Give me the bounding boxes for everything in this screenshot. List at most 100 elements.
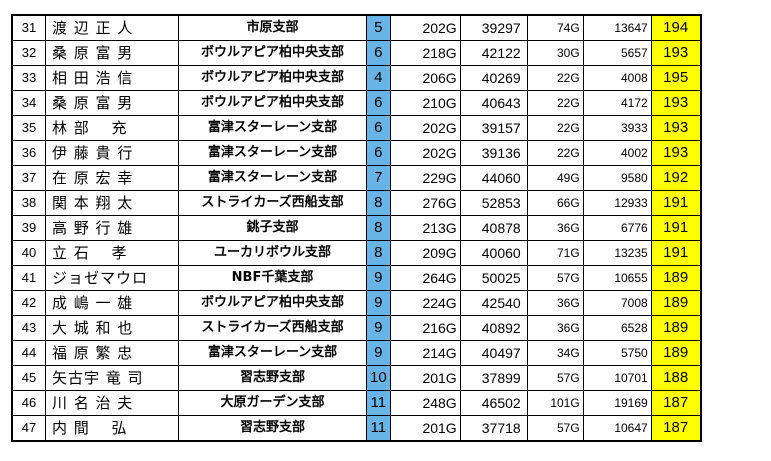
games-count: 216G (389, 315, 461, 341)
rank-cell: 11 (366, 415, 391, 442)
extra-games: 71G (526, 240, 584, 266)
average-cell: 189 (650, 315, 702, 341)
row-number: 33 (11, 65, 46, 91)
rank-cell: 8 (366, 215, 391, 241)
extra-pins: 5657 (582, 40, 652, 66)
average-cell: 193 (650, 115, 702, 141)
row-number: 35 (11, 115, 46, 141)
total-pins: 40643 (459, 90, 528, 116)
average-cell: 188 (650, 365, 702, 391)
branch-name: ボウルアピア柏中央支部 (178, 290, 367, 316)
extra-games: 74G (526, 14, 584, 41)
games-count: 213G (389, 215, 461, 241)
games-count: 248G (389, 390, 461, 416)
player-name: 立 石 孝 (45, 240, 179, 266)
branch-name: ボウルアピア柏中央支部 (178, 90, 367, 116)
extra-games: 101G (526, 390, 584, 416)
row-number: 32 (11, 40, 46, 66)
extra-pins: 6776 (582, 215, 652, 241)
branch-name: 富津スターレーン支部 (178, 340, 367, 366)
ranking-table: 31 渡 辺 正 人市原支部 5 202G 39297 74G 13647 194 32 桑 原 … (11, 14, 702, 442)
extra-pins: 4002 (582, 140, 652, 166)
extra-pins: 6528 (582, 315, 652, 341)
table-row: 31 渡 辺 正 人市原支部 5 202G 39297 74G 13647 194 (11, 14, 702, 41)
rank-cell: 9 (366, 265, 391, 291)
games-count: 201G (389, 365, 461, 391)
games-count: 214G (389, 340, 461, 366)
branch-name: 大原ガーデン支部 (178, 390, 367, 416)
average-cell: 187 (650, 390, 702, 416)
table-row: 46 川 名 治 夫大原ガーデン支部 11 248G 46502 101G 19169 187 (11, 390, 702, 416)
table-row: 40 立 石 孝ユーカリボウル支部 8 209G 40060 71G 13235 191 (11, 240, 702, 266)
table-row: 41 ジョゼマウロ NBF千葉支部 9 264G 50025 57G 10655 189 (11, 265, 702, 291)
row-number: 46 (11, 390, 46, 416)
rank-cell: 5 (366, 14, 391, 41)
total-pins: 40269 (459, 65, 528, 91)
table-row: 32 桑 原 富 男ボウルアピア柏中央支部 6 218G 42122 30G 5657 193 (11, 40, 702, 66)
branch-name: 市原支部 (178, 14, 367, 41)
average-cell: 193 (650, 90, 702, 116)
extra-games: 30G (526, 40, 584, 66)
average-cell: 189 (650, 290, 702, 316)
table-row: 33 相 田 浩 信ボウルアピア柏中央支部 4 206G 40269 22G 4008 195 (11, 65, 702, 91)
branch-name: 習志野支部 (178, 415, 367, 442)
average-cell: 191 (650, 240, 702, 266)
extra-pins: 10647 (582, 415, 652, 442)
games-count: 202G (389, 115, 461, 141)
extra-pins: 13647 (582, 14, 652, 41)
extra-games: 36G (526, 215, 584, 241)
branch-name: 銚子支部 (178, 215, 367, 241)
branch-name: 富津スターレーン支部 (178, 140, 367, 166)
player-name: 矢古宇 竜 司 (45, 365, 179, 391)
rank-cell: 6 (366, 90, 391, 116)
table-row: 44 福 原 繁 忠富津スターレーン支部 9 214G 40497 34G 5750 189 (11, 340, 702, 366)
rank-cell: 9 (366, 340, 391, 366)
extra-games: 57G (526, 365, 584, 391)
table-row: 45 矢古宇 竜 司習志野支部 10 201G 37899 57G 10701 188 (11, 365, 702, 391)
row-number: 36 (11, 140, 46, 166)
extra-pins: 4172 (582, 90, 652, 116)
row-number: 38 (11, 190, 46, 216)
row-number: 45 (11, 365, 46, 391)
games-count: 264G (389, 265, 461, 291)
player-name: 川 名 治 夫 (45, 390, 179, 416)
player-name: 高 野 行 雄 (45, 215, 179, 241)
rank-cell: 8 (366, 240, 391, 266)
average-cell: 195 (650, 65, 702, 91)
ranking-table-body: 31 渡 辺 正 人市原支部 5 202G 39297 74G 13647 194 32 桑 原 … (11, 14, 702, 442)
rank-cell: 9 (366, 290, 391, 316)
player-name: 桑 原 富 男 (45, 90, 179, 116)
total-pins: 39297 (459, 14, 528, 41)
table-row: 42 成 嶋 一 雄ボウルアピア柏中央支部 9 224G 42540 36G 7008 189 (11, 290, 702, 316)
branch-name: 富津スターレーン支部 (178, 115, 367, 141)
branch-name: ユーカリボウル支部 (178, 240, 367, 266)
row-number: 39 (11, 215, 46, 241)
extra-pins: 10701 (582, 365, 652, 391)
player-name: 伊 藤 貴 行 (45, 140, 179, 166)
games-count: 218G (389, 40, 461, 66)
extra-games: 49G (526, 165, 584, 191)
games-count: 201G (389, 415, 461, 442)
player-name: 福 原 繁 忠 (45, 340, 179, 366)
table-row: 37 在 原 宏 幸富津スターレーン支部 7 229G 44060 49G 9580 192 (11, 165, 702, 191)
rank-cell: 10 (366, 365, 391, 391)
average-cell: 187 (650, 415, 702, 442)
rank-cell: 9 (366, 315, 391, 341)
row-number: 47 (11, 415, 46, 442)
games-count: 210G (389, 90, 461, 116)
table-row: 47 内 間 弘習志野支部 11 201G 37718 57G 10647 187 (11, 415, 702, 442)
row-number: 43 (11, 315, 46, 341)
average-cell: 192 (650, 165, 702, 191)
rank-cell: 6 (366, 115, 391, 141)
total-pins: 50025 (459, 265, 528, 291)
extra-games: 36G (526, 315, 584, 341)
extra-games: 34G (526, 340, 584, 366)
average-cell: 189 (650, 265, 702, 291)
total-pins: 39157 (459, 115, 528, 141)
rank-cell: 6 (366, 140, 391, 166)
rank-cell: 11 (366, 390, 391, 416)
player-name: ジョゼマウロ (45, 265, 179, 291)
table-row: 35 林 部 充富津スターレーン支部 6 202G 39157 22G 3933 193 (11, 115, 702, 141)
player-name: 関 本 翔 太 (45, 190, 179, 216)
extra-pins: 19169 (582, 390, 652, 416)
